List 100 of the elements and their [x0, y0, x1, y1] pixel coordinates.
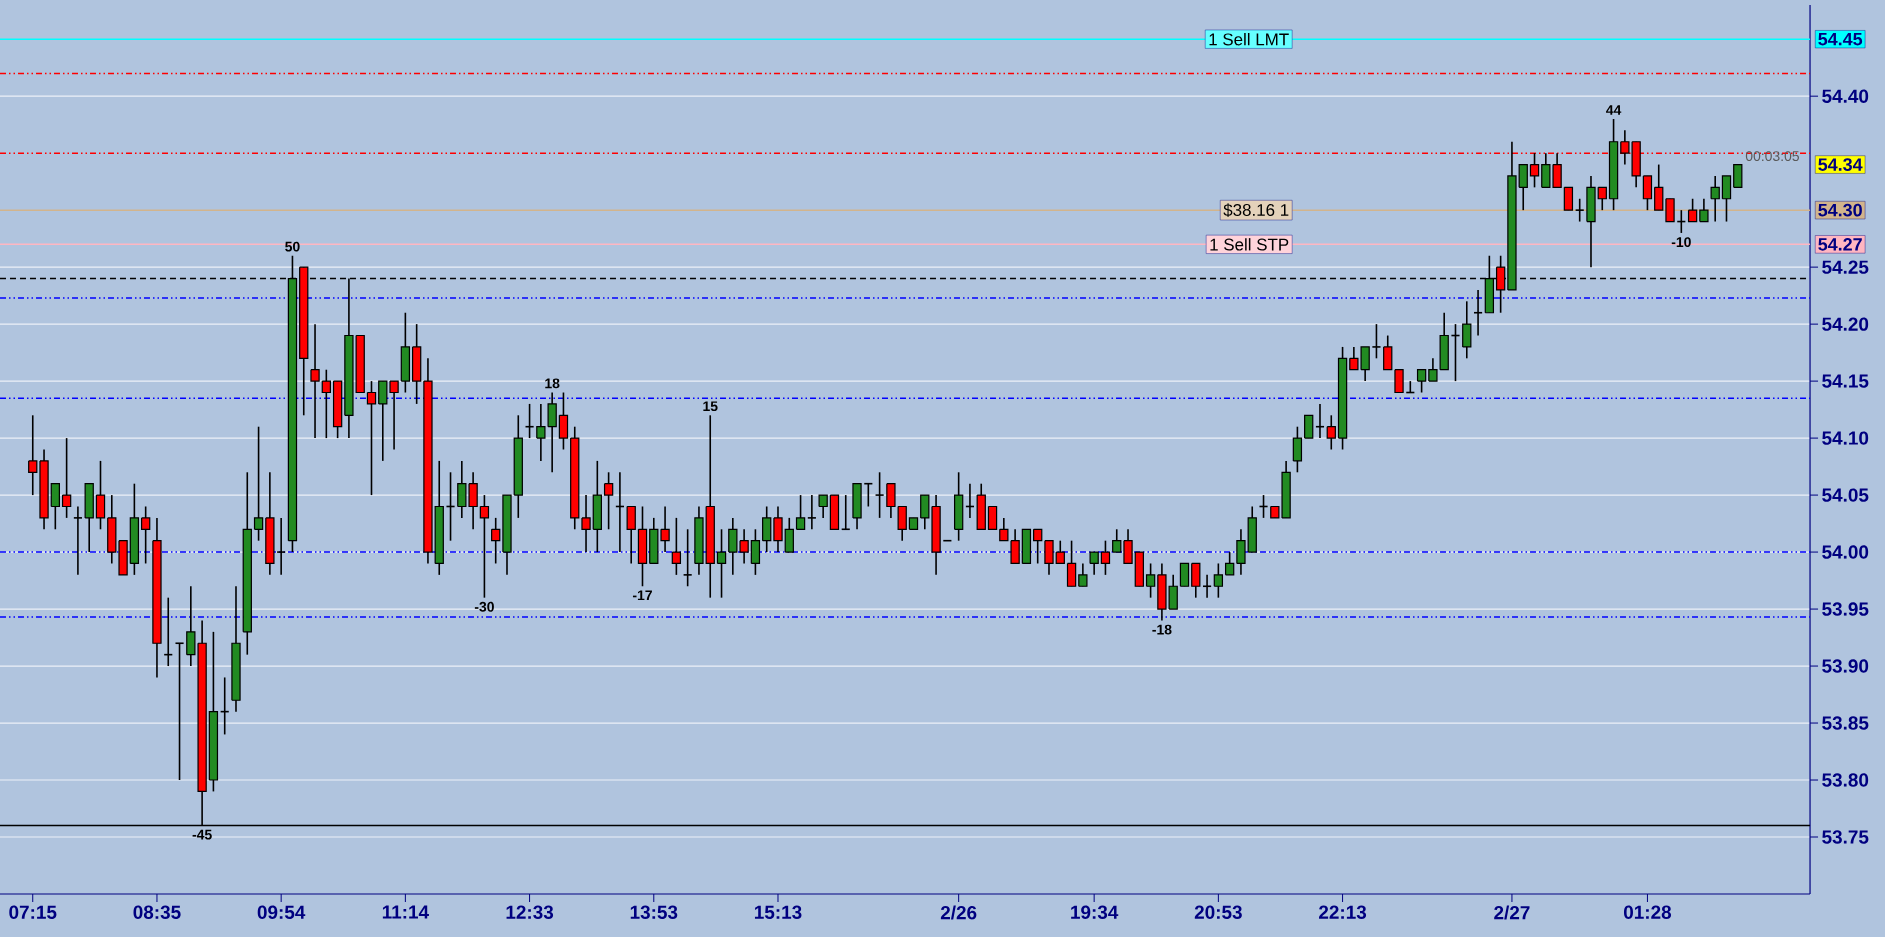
- candlestick: [1213, 562, 1224, 599]
- candlestick: [1642, 175, 1653, 211]
- ref-line-label: 54.30: [1818, 203, 1862, 217]
- annotation: 44: [1606, 105, 1622, 115]
- candlestick: [1123, 528, 1133, 565]
- ref-line-label: 54.45: [1818, 32, 1863, 46]
- candlestick: [784, 517, 794, 553]
- candlestick: [1383, 334, 1393, 371]
- annotation: -17: [632, 590, 652, 601]
- candlestick: [378, 380, 388, 462]
- y-tick-label: 53.75: [1822, 830, 1869, 844]
- candlestick: [253, 425, 264, 542]
- candlestick: [840, 494, 851, 531]
- x-tick-label: 13:53: [630, 905, 678, 919]
- candlestick: [1112, 528, 1122, 553]
- candlestick: [762, 505, 772, 553]
- x-tick-label: 11:14: [382, 905, 429, 919]
- candlestick: [1055, 539, 1065, 565]
- ref-line-label: 54.27: [1818, 237, 1862, 251]
- x-tick-label: 08:35: [133, 905, 181, 919]
- candlestick: [1066, 539, 1077, 588]
- candlestick: [750, 528, 761, 576]
- candlestick: [671, 517, 682, 576]
- candlestick: [1563, 186, 1574, 211]
- candlestick: [987, 505, 998, 530]
- candlestick: [1191, 562, 1201, 599]
- annotation: 18: [545, 378, 560, 389]
- x-tick-label: 19:34: [1071, 905, 1119, 919]
- candlestick: [310, 323, 320, 439]
- y-tick-label: 53.95: [1822, 602, 1869, 616]
- candlestick: [999, 517, 1009, 542]
- candlestick: [682, 528, 693, 588]
- x-tick-label: 07:15: [9, 905, 57, 919]
- y-tick-label: 54.25: [1822, 260, 1869, 274]
- x-tick-label: 15:13: [754, 905, 802, 919]
- y-tick-label: 54.00: [1822, 545, 1869, 559]
- candlestick: [1687, 197, 1698, 223]
- candlestick: [920, 494, 930, 531]
- candlestick: [1721, 175, 1732, 223]
- candlestick: [174, 642, 185, 781]
- candlestick: [28, 414, 38, 496]
- y-tick-label: 54.05: [1822, 488, 1869, 502]
- annotation: -18: [1152, 624, 1172, 635]
- candlestick: [141, 505, 151, 565]
- candlestick: [1462, 300, 1472, 360]
- candlestick: [874, 471, 885, 519]
- candlestick: [1394, 369, 1404, 394]
- y-tick-label: 54.15: [1822, 374, 1869, 388]
- candlestick: [276, 517, 287, 576]
- candlestick: [807, 494, 817, 531]
- candlestick: [524, 403, 535, 439]
- candlestick: [321, 368, 331, 439]
- x-tick-label: 2/27: [1494, 905, 1530, 920]
- candlestick: [1145, 562, 1156, 599]
- candlestick: [61, 437, 72, 519]
- candlestick: [50, 482, 60, 531]
- y-tick-label: 53.85: [1822, 716, 1869, 730]
- candlestick: [1100, 539, 1111, 576]
- annotation: -45: [192, 829, 212, 840]
- candlestick: [558, 391, 569, 451]
- candlestick: [1078, 562, 1088, 588]
- x-tick-label: 22:13: [1319, 905, 1367, 919]
- candlestick: [1473, 289, 1483, 337]
- candlestick: [389, 380, 399, 451]
- candlestick: [1202, 574, 1212, 599]
- candlestick: [1416, 368, 1427, 394]
- y-tick-label: 53.80: [1822, 773, 1869, 787]
- candlestick: [491, 517, 501, 565]
- candlestick: [1304, 414, 1314, 439]
- annotation: $38.16 1: [1223, 203, 1289, 217]
- candlestick: [1044, 539, 1054, 576]
- candlestick: [795, 494, 806, 531]
- y-tick-label: 53.90: [1822, 659, 1869, 673]
- y-tick-label: 54.40: [1822, 89, 1869, 103]
- candlestick: [1033, 528, 1043, 565]
- x-tick-label: 01:28: [1623, 905, 1672, 919]
- candlestick: [1292, 425, 1303, 474]
- candlestick: [1597, 186, 1607, 211]
- candlestick: [1710, 175, 1720, 223]
- annotation: 50: [285, 241, 300, 252]
- candlestick: [1654, 163, 1664, 211]
- candlestick: [1315, 403, 1325, 439]
- candlestick: [1574, 197, 1585, 223]
- candlestick: [660, 505, 670, 553]
- candlestick: [1518, 163, 1528, 211]
- text: 00:03:05: [1745, 151, 1799, 162]
- candlestick: [1179, 562, 1190, 588]
- candlestick: [626, 505, 636, 565]
- annotation: -30: [474, 601, 494, 612]
- candlestick: [95, 460, 106, 531]
- x-tick-label: 20:53: [1194, 905, 1242, 919]
- annotation: 1 Sell LMT: [1209, 32, 1289, 46]
- candlestick: [603, 471, 614, 531]
- candlestick: [1699, 197, 1709, 223]
- candlestick: [1326, 414, 1336, 451]
- candlestick: [366, 380, 377, 496]
- candlestick: [716, 528, 727, 599]
- x-tick-label: 09:54: [257, 905, 306, 919]
- candlestick: [1371, 323, 1382, 360]
- candlestick: [1236, 528, 1246, 576]
